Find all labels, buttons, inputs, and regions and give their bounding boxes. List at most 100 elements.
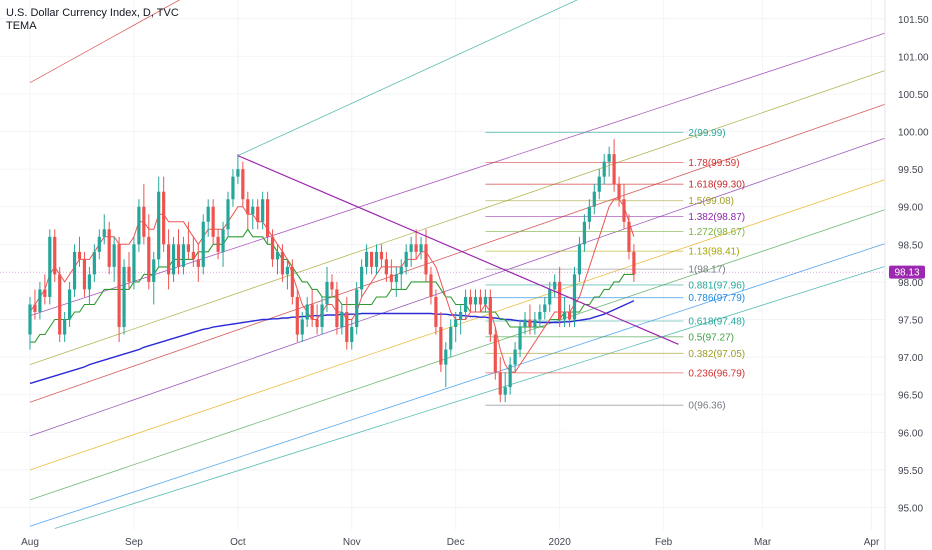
candle-body: [97, 236, 101, 252]
candle-body: [513, 349, 517, 365]
candle-body: [577, 244, 582, 275]
candle-body: [340, 311, 344, 328]
candle-body: [82, 259, 87, 290]
candle-body: [473, 296, 478, 305]
candle-body: [211, 206, 215, 237]
y-tick-label: 96.50: [898, 391, 923, 402]
candle-body: [444, 349, 448, 365]
fib-level-label: 1.5(99.08): [688, 196, 734, 207]
candle-body: [246, 199, 250, 215]
fib-level-label: 2(99.99): [688, 128, 725, 139]
candle-body: [607, 154, 611, 162]
y-tick-label: 98.50: [898, 240, 923, 251]
y-tick-label: 97.50: [898, 316, 923, 327]
candle-body: [38, 289, 42, 312]
y-tick-label: 96.00: [898, 428, 923, 439]
candle-body: [567, 311, 572, 320]
candle-body: [58, 274, 62, 335]
candle-body: [434, 296, 438, 328]
candle-body: [256, 206, 260, 222]
y-tick-label: 95.50: [898, 466, 923, 477]
fib-level-label: 0.618(97.48): [688, 317, 745, 328]
candle-body: [597, 176, 601, 192]
candle-body: [92, 251, 96, 275]
candle-body: [449, 327, 453, 350]
candle-body: [221, 229, 225, 252]
candle-body: [394, 274, 398, 282]
candle-body: [627, 221, 631, 252]
candle-body: [558, 281, 562, 320]
candle-body: [345, 311, 349, 343]
x-tick-label: Dec: [447, 537, 465, 548]
candle-body: [369, 251, 374, 267]
candle-body: [171, 244, 176, 275]
candle-body: [127, 266, 131, 282]
candle-body: [63, 319, 67, 335]
candle-body: [592, 191, 596, 207]
candle-body: [424, 244, 428, 275]
y-tick-label: 101.00: [898, 52, 929, 63]
candle-body: [162, 191, 166, 245]
candle-body: [508, 364, 512, 388]
candle-body: [72, 251, 77, 290]
x-tick-label: Oct: [230, 537, 246, 548]
indicator-name: TEMA: [6, 20, 37, 32]
y-tick-label: 98.00: [898, 278, 923, 289]
pitchfork-line: [237, 0, 578, 156]
time-axis[interactable]: Aug Sep Oct Nov Dec 2020 Feb Mar Apr: [21, 537, 880, 548]
x-tick-label: Mar: [754, 537, 772, 548]
candle-body: [602, 161, 606, 177]
pitchfork-line: [29, 70, 886, 365]
candle-body: [523, 319, 527, 328]
candle-body: [325, 281, 329, 305]
candle-body: [572, 274, 577, 320]
fib-level-label: 0(96.36): [688, 401, 725, 412]
candle-body: [409, 244, 413, 252]
candle-body: [102, 229, 106, 237]
candle-body: [241, 169, 245, 200]
candle-body: [290, 266, 294, 297]
candle-body: [429, 274, 433, 297]
candle-body: [612, 154, 616, 185]
candle-body: [137, 206, 141, 245]
candle-body: [543, 304, 547, 312]
y-tick-label: 101.50: [898, 15, 929, 26]
grid-layer: [0, 0, 885, 530]
candle-body: [310, 304, 314, 320]
candle-body: [216, 236, 220, 252]
fib-level-label: 1.13(98.41): [688, 247, 739, 258]
candle-body: [478, 296, 483, 305]
candle-body: [280, 251, 285, 275]
fib-level-label: 0.881(97.96): [688, 280, 745, 291]
candles-layer: [28, 139, 636, 403]
candle-body: [355, 289, 359, 328]
fib-level-label: 1.78(99.59): [688, 158, 739, 169]
candle-body: [142, 206, 146, 237]
candle-body: [191, 251, 195, 260]
fib-level-label: 0.236(96.79): [688, 368, 745, 379]
price-axis[interactable]: 95.00 95.50 96.00 96.50 97.00 97.50 98.00 98.50…: [898, 15, 929, 515]
y-tick-label: 95.00: [898, 503, 923, 514]
candle-body: [132, 244, 136, 282]
candle-body: [419, 244, 423, 252]
candle-body: [617, 184, 621, 200]
candle-body: [468, 296, 473, 305]
y-tick-label: 99.50: [898, 165, 923, 176]
candle-body: [33, 304, 37, 312]
candle-body: [295, 296, 299, 335]
candle-body: [533, 319, 537, 328]
candle-body: [330, 281, 334, 290]
tema-fast-line: [29, 198, 635, 373]
candle-body: [582, 221, 586, 245]
candle-body: [68, 289, 72, 320]
y-tick-label: 100.50: [898, 90, 929, 101]
fib-level-label: 1.618(99.30): [688, 180, 745, 191]
last-price-label: 98.13: [894, 268, 919, 279]
candle-body: [77, 251, 82, 260]
y-tick-label: 100.00: [898, 128, 929, 139]
candle-body: [186, 244, 190, 252]
pitchfork-line: [29, 243, 886, 527]
candle-body: [201, 221, 205, 267]
